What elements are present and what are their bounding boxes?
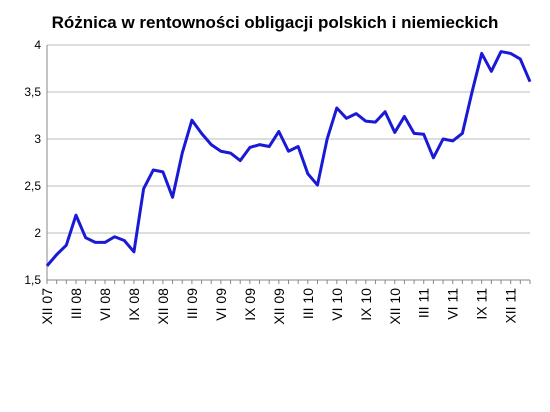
x-tick-label: IX 11 — [474, 288, 490, 320]
x-tick-label: VI 08 — [97, 288, 113, 321]
x-tick-label: III 10 — [300, 288, 316, 319]
y-tick-label: 2,5 — [24, 179, 41, 193]
x-tick-label: IX 08 — [126, 288, 142, 321]
x-tick-label: XII 11 — [503, 288, 519, 324]
x-tick-label: XII 08 — [155, 288, 171, 325]
x-tick-label: IX 10 — [358, 288, 374, 321]
x-tick-label: XII 09 — [271, 288, 287, 325]
y-tick-label: 1,5 — [24, 273, 41, 287]
x-tick-label: III 09 — [184, 288, 200, 319]
x-tick-label: III 11 — [416, 288, 432, 318]
chart-title: Różnica w rentowności obligacji polskich… — [52, 13, 499, 32]
y-tick-label: 3,5 — [24, 85, 41, 99]
x-tick-label: III 08 — [68, 288, 84, 319]
x-tick-label: IX 09 — [242, 288, 258, 321]
x-tick-label: XII 10 — [387, 288, 403, 325]
y-tick-label: 3 — [34, 132, 41, 146]
y-tick-label: 4 — [34, 38, 41, 52]
x-tick-label: VI 11 — [445, 288, 461, 320]
line-series — [45, 50, 532, 267]
x-tick-label: VI 09 — [213, 288, 229, 321]
y-tick-label: 2 — [34, 226, 41, 240]
x-tick-label: VI 10 — [329, 288, 345, 321]
x-tick-label: XII 07 — [39, 288, 55, 325]
